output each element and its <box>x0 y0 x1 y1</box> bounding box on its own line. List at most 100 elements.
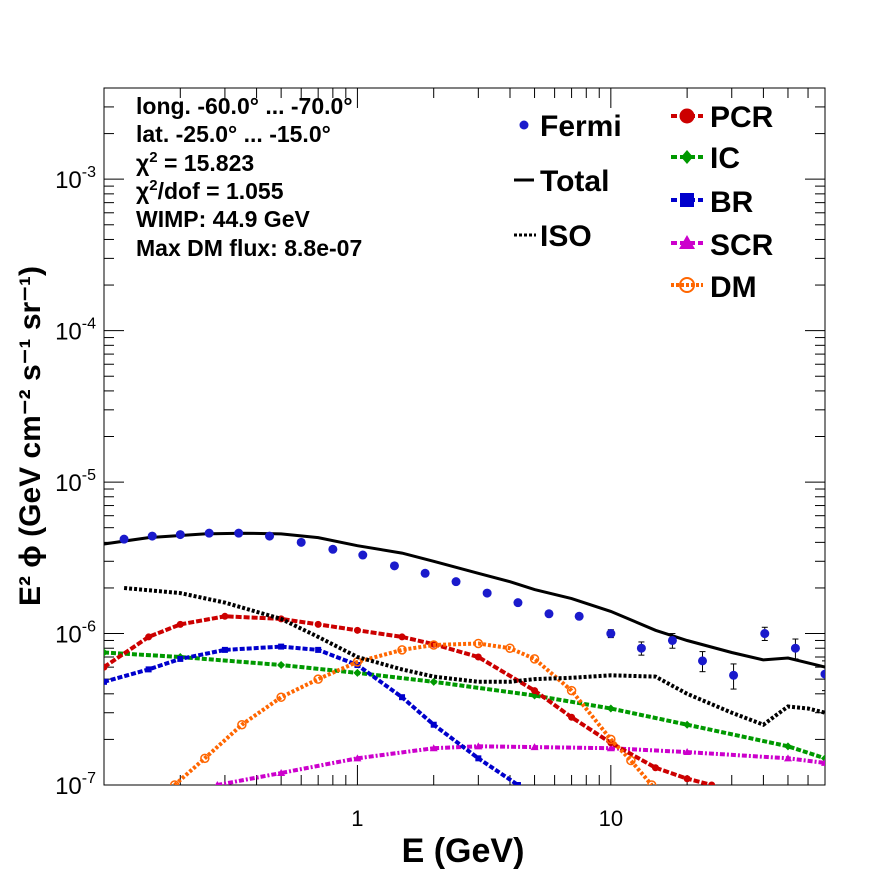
legend-scr-marker <box>679 235 695 249</box>
legend-br-marker <box>680 193 694 207</box>
ic-point <box>429 677 438 686</box>
fermi-point <box>513 598 523 608</box>
br-point <box>278 643 285 650</box>
ic-line <box>104 650 825 761</box>
ic-point <box>353 668 362 677</box>
fermi-point <box>790 643 800 653</box>
dm-point <box>397 645 407 655</box>
fermi-point <box>544 609 554 619</box>
info-max-dm-flux: Max DM flux: 8.8e-07 <box>136 235 362 261</box>
fermi-point <box>265 531 275 541</box>
pcr-point <box>314 620 322 628</box>
pcr-point <box>221 612 229 620</box>
scr-point <box>215 781 220 785</box>
legend-fermi-label: Fermi <box>540 110 622 143</box>
pcr-point <box>474 653 482 661</box>
fermi-point <box>760 629 770 639</box>
ic-point <box>606 704 615 713</box>
legend-ic-marker <box>681 150 693 164</box>
fermi-point <box>606 629 616 639</box>
br-point <box>177 655 184 662</box>
pcr-point <box>104 663 108 671</box>
dm-point <box>200 753 210 764</box>
x-axis-title: E (GeV) <box>402 832 525 870</box>
scr-point <box>821 758 825 766</box>
dm-point <box>169 780 180 785</box>
dm-point <box>566 685 577 696</box>
fermi-point <box>574 611 584 621</box>
info-chi2-dof: χ2/dof = 1.055 <box>136 177 284 204</box>
y-tick-label: 10-7 <box>55 770 96 800</box>
info-chi2: χ2 = 15.823 <box>136 149 254 176</box>
scr-point <box>530 743 539 751</box>
scr-point <box>474 742 483 750</box>
ic-point <box>683 720 692 729</box>
dm-point <box>276 692 286 702</box>
ic-point <box>104 648 108 657</box>
fermi-point <box>119 534 129 544</box>
dm-line <box>173 641 654 785</box>
pcr-point <box>353 626 361 634</box>
legend-pcr-marker <box>679 108 695 124</box>
legend-br-label: BR <box>710 186 754 219</box>
fermi-point <box>636 643 646 653</box>
legend-dm-label: DM <box>710 271 757 304</box>
ic-point <box>783 742 792 751</box>
fermi-point <box>296 537 306 547</box>
pcr-point <box>176 620 184 628</box>
scr-point <box>429 744 438 752</box>
scr-point <box>353 754 362 762</box>
fermi-point <box>204 528 214 538</box>
legend-total-label: Total <box>540 165 609 198</box>
br-point <box>475 755 482 762</box>
plot-frame <box>103 87 826 786</box>
pcr-line <box>104 614 713 785</box>
legend-ic-label: IC <box>710 142 740 175</box>
legend-fermi-marker <box>519 120 529 130</box>
y-tick-label: 10-6 <box>55 619 96 649</box>
y-tick-label: 10-3 <box>55 164 96 194</box>
dm-point <box>313 674 323 684</box>
br-point <box>104 678 107 685</box>
legend-right: PCR IC BR SCR DM <box>671 101 774 304</box>
series-layer <box>104 528 825 785</box>
legend-left: Fermi Total ISO <box>514 110 622 253</box>
fermi-point <box>729 670 739 680</box>
fermi-point <box>667 635 677 645</box>
br-point <box>315 646 322 653</box>
dm-point <box>237 719 247 730</box>
legend-pcr-label: PCR <box>710 101 774 134</box>
fermi-point <box>328 544 338 554</box>
legend-scr-label: SCR <box>710 229 774 262</box>
fermi-point <box>420 568 430 578</box>
info-latitude: lat. -25.0° ... -15.0° <box>136 121 331 147</box>
legend-dm-marker <box>679 277 695 293</box>
ic-point <box>821 754 825 763</box>
ic-point <box>277 660 286 669</box>
br-point <box>354 661 361 668</box>
fermi-point <box>389 561 399 571</box>
br-point <box>145 666 152 673</box>
scr-line <box>216 744 825 785</box>
y-axis-title: E² ϕ (GeV cm⁻² s⁻¹ sr⁻¹) <box>14 266 47 606</box>
dm-point <box>626 755 636 766</box>
axis-labels: 1 10 10-7 10-6 10-5 10-4 10-3 <box>55 164 623 831</box>
pcr-point <box>683 775 691 783</box>
br-point <box>430 721 437 728</box>
fermi-point <box>234 528 244 538</box>
dm-point <box>606 734 616 745</box>
x-tick-label: 10 <box>599 806 623 831</box>
pcr-point <box>531 687 539 695</box>
iso-line <box>123 586 825 727</box>
fermi-point <box>451 577 461 587</box>
info-wimp: WIMP: 44.9 GeV <box>136 206 310 232</box>
info-box: long. -60.0° ... -70.0° lat. -25.0° ... … <box>136 93 362 261</box>
scr-point <box>783 754 792 762</box>
legend-iso-label: ISO <box>540 220 592 253</box>
br-point <box>221 646 228 653</box>
scr-point <box>277 769 286 777</box>
dm-point <box>646 780 657 785</box>
x-tick-label: 1 <box>351 806 363 831</box>
fermi-point <box>175 530 185 540</box>
